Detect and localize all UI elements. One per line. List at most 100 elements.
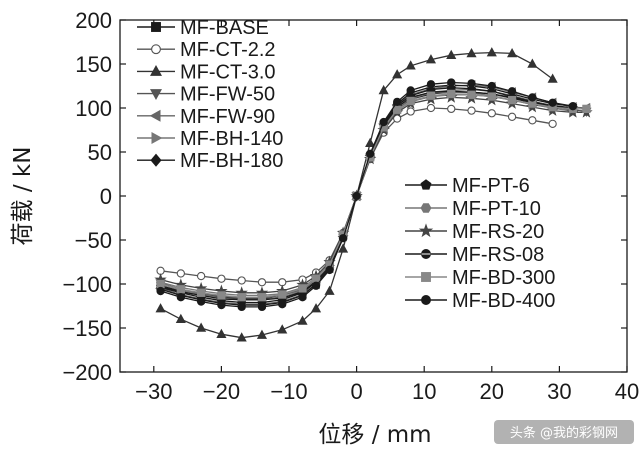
data-point — [447, 78, 456, 87]
data-point — [426, 80, 436, 89]
data-point — [466, 47, 477, 58]
legend-marker — [151, 44, 161, 55]
data-point — [425, 54, 437, 64]
data-point — [311, 281, 321, 290]
data-point — [298, 284, 307, 293]
legend-marker — [420, 179, 432, 190]
legend-item: MF-FW-90 — [137, 106, 275, 128]
legend-item: MF-RS-08 — [405, 244, 544, 266]
data-point — [310, 303, 322, 313]
legend-item: MF-RS-20 — [405, 221, 544, 243]
data-point — [548, 119, 557, 128]
data-point — [365, 149, 375, 158]
data-point — [278, 290, 287, 299]
legend-marker — [151, 132, 163, 144]
data-point — [217, 300, 226, 310]
y-tick-label: −100 — [62, 272, 112, 297]
data-point — [406, 96, 415, 106]
data-point — [527, 58, 538, 68]
x-axis-label: 位移 / mm — [318, 422, 431, 448]
data-point — [528, 93, 537, 102]
data-point — [217, 291, 226, 300]
legend-marker — [150, 64, 162, 76]
x-tick-label: 40 — [615, 379, 639, 404]
legend-label: MF-BD-300 — [452, 267, 555, 289]
data-point — [487, 81, 496, 91]
data-point — [568, 102, 578, 111]
legend-upper-left: MF-BASEMF-CT-2.2MF-CT-3.0MF-FW-50MF-FW-9… — [137, 17, 283, 172]
x-tick-label: 30 — [547, 379, 571, 404]
legend-label: MF-FW-90 — [180, 106, 275, 128]
legend-item: MF-BASE — [137, 17, 269, 39]
data-point — [196, 271, 206, 281]
data-point — [324, 285, 335, 295]
data-point — [277, 324, 288, 334]
series-layer — [154, 47, 593, 342]
x-tick-label: 20 — [480, 379, 504, 404]
y-tick-label: 0 — [100, 184, 112, 209]
data-point — [547, 73, 558, 83]
data-point — [176, 285, 185, 294]
data-point — [378, 84, 389, 95]
data-point — [582, 104, 591, 114]
data-point — [393, 97, 402, 106]
legend-item: MF-CT-3.0 — [137, 61, 276, 83]
data-point — [392, 69, 403, 79]
legend-marker — [150, 153, 162, 167]
legend-label: MF-RS-08 — [452, 244, 544, 266]
y-tick-label: 150 — [75, 52, 112, 77]
legend-marker — [421, 272, 431, 282]
legend-label: MF-BD-400 — [452, 290, 555, 312]
y-axis-label: 荷载 / kN — [10, 147, 36, 246]
legend-marker — [149, 109, 161, 122]
data-point — [175, 313, 186, 323]
legend-marker — [150, 89, 162, 101]
data-point — [406, 107, 415, 116]
y-tick-label: −150 — [62, 316, 112, 341]
legend-layer: MF-BASEMF-CT-2.2MF-CT-3.0MF-FW-50MF-FW-9… — [137, 17, 555, 312]
data-point — [338, 243, 349, 253]
data-point — [155, 303, 166, 313]
legend-item: MF-BH-140 — [137, 128, 283, 150]
data-point — [278, 300, 287, 309]
data-point — [447, 104, 456, 114]
legend-label: MF-CT-2.2 — [180, 39, 276, 61]
data-point — [447, 89, 456, 99]
data-point — [486, 47, 497, 57]
data-point — [257, 278, 267, 287]
legend-label: MF-BASE — [180, 17, 269, 39]
legend-marker — [421, 295, 431, 305]
legend-marker — [151, 22, 161, 32]
data-point — [256, 329, 268, 339]
legend-item: MF-BH-180 — [137, 150, 283, 172]
legend-label: MF-RS-20 — [452, 221, 544, 243]
series-mf-bd-400 — [156, 78, 578, 312]
legend-label: MF-FW-50 — [180, 84, 275, 106]
data-point — [467, 106, 476, 115]
legend-label: MF-CT-3.0 — [180, 61, 276, 83]
data-point — [237, 293, 246, 302]
data-point — [507, 47, 518, 58]
data-point — [236, 332, 247, 342]
data-point — [196, 288, 206, 297]
legend-marker — [420, 203, 432, 213]
y-tick-label: 100 — [75, 96, 112, 121]
y-tick-label: −50 — [75, 228, 112, 253]
data-point — [196, 297, 206, 306]
data-point — [217, 274, 226, 283]
data-point — [365, 137, 376, 147]
watermark-text: 头条 @我的彩钢网 — [510, 425, 618, 441]
data-point — [406, 86, 415, 95]
data-point — [156, 286, 165, 296]
data-point — [176, 293, 185, 302]
watermark: 头条 @我的彩钢网 — [494, 420, 634, 444]
data-point — [156, 279, 165, 289]
x-tick-label: −10 — [270, 379, 307, 404]
legend-item: MF-CT-2.2 — [137, 39, 276, 61]
data-point — [176, 269, 185, 278]
y-tick-label: −200 — [62, 360, 112, 385]
legend-label: MF-PT-10 — [452, 198, 541, 220]
data-point — [548, 98, 557, 107]
data-point — [487, 92, 496, 101]
data-point — [216, 328, 227, 338]
